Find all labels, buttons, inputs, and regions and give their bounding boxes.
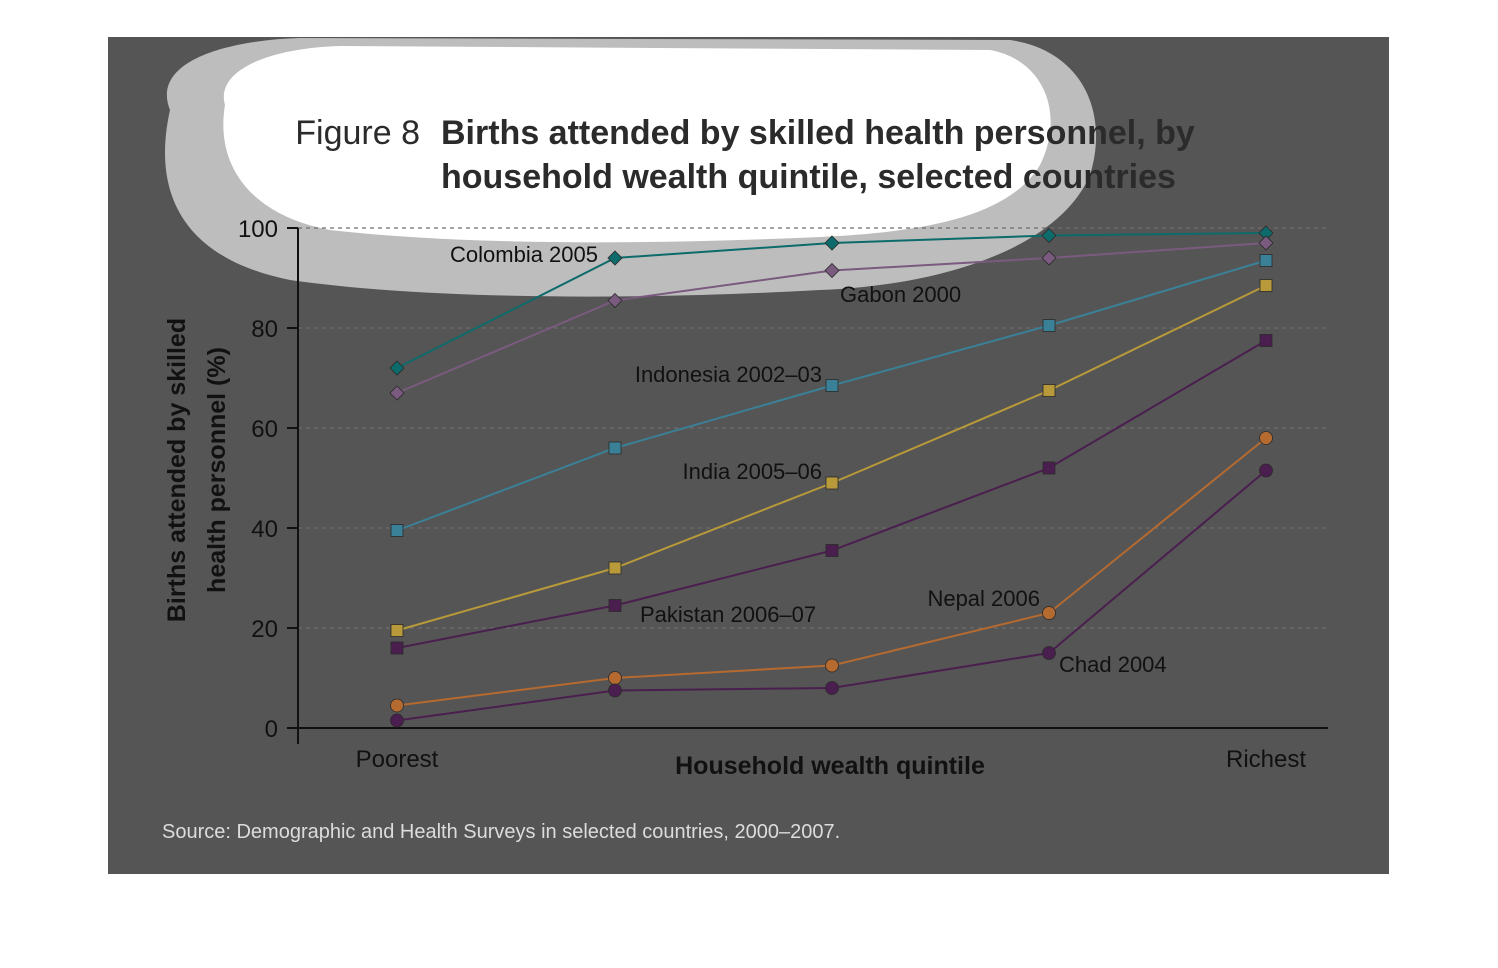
point-colombia-2005-4 [1041,227,1057,244]
y-tick-label-40: 40 [251,516,278,543]
point-pakistan-2006-07-4 [1042,461,1056,475]
series-gabon-2000 [389,235,1274,401]
point-chad-2004-3 [825,681,839,695]
point-indonesia-2002-03-2 [608,441,622,455]
point-pakistan-2006-07-3 [825,544,839,557]
point-colombia-2005-3 [824,235,840,251]
series-nepal-2006 [390,431,1273,713]
point-gabon-2000-2 [607,292,623,309]
source-note: Source: Demographic and Health Surveys i… [162,821,840,843]
y-axis-title-line1: Births attended by skilled [163,318,191,622]
point-pakistan-2006-07-1 [390,641,404,655]
series-labels: Colombia 2005 Gabon 2000 Indonesia 2002–03… [450,242,1167,677]
point-gabon-2000-3 [824,262,840,279]
series-label-colombia-2005: Colombia 2005 [450,242,598,267]
point-gabon-2000-1 [389,385,405,401]
series-label-chad-2004: Chad 2004 [1059,652,1167,677]
grid [298,227,1328,629]
y-tick-label-80: 80 [251,316,278,343]
point-nepal-2006-1 [390,698,404,713]
point-india-2005-06-4 [1042,384,1056,397]
y-axis-title-line2: health personnel (%) [203,347,231,593]
point-indonesia-2002-03-4 [1042,319,1056,332]
series-pakistan-2006-07 [390,334,1273,655]
point-nepal-2006-5 [1259,431,1273,445]
point-colombia-2005-2 [607,250,623,266]
series-label-gabon-2000: Gabon 2000 [840,282,961,307]
point-chad-2004-5 [1259,463,1273,478]
point-indonesia-2002-03-3 [825,379,839,392]
point-pakistan-2006-07-5 [1259,334,1273,347]
figure-prefix: Figure 8 [295,114,420,152]
point-gabon-2000-5 [1258,235,1274,251]
series-label-india-2005-06: India 2005–06 [683,459,822,484]
series-indonesia-2002-03 [390,254,1273,537]
y-tick-label-100: 100 [238,216,278,243]
series-colombia-2005 [389,225,1274,376]
point-indonesia-2002-03-5 [1259,254,1273,267]
y-tick-label-60: 60 [251,416,278,443]
series-india-2005-06 [390,279,1273,637]
point-chad-2004-4 [1042,646,1056,660]
series-label-nepal-2006: Nepal 2006 [927,586,1040,611]
series-label-indonesia-2002-03: Indonesia 2002–03 [635,362,822,387]
point-india-2005-06-2 [608,561,622,575]
title-highlight-inner [223,46,1051,243]
y-tick-label-0: 0 [265,716,278,743]
axes: 0 20 40 60 80 100 Poorest Richest [238,216,1328,773]
point-colombia-2005-1 [389,360,405,376]
series-chad-2004 [390,463,1273,728]
x-axis-title: Household wealth quintile [675,752,985,780]
point-gabon-2000-4 [1041,250,1057,266]
point-nepal-2006-2 [608,671,622,685]
point-india-2005-06-3 [825,476,839,490]
figure-title-line1: Births attended by skilled health person… [441,114,1195,152]
series-label-pakistan-2006-07: Pakistan 2006–07 [640,602,816,627]
x-tick-label-richest: Richest [1226,746,1306,773]
point-pakistan-2006-07-2 [608,599,622,612]
point-indonesia-2002-03-1 [390,524,404,537]
y-tick-label-20: 20 [251,616,278,643]
point-india-2005-06-1 [390,624,404,637]
series [389,225,1274,728]
point-nepal-2006-4 [1042,606,1056,620]
point-chad-2004-2 [608,683,622,698]
point-nepal-2006-3 [825,658,839,673]
figure-title-line2: household wealth quintile, selected coun… [441,158,1176,196]
point-india-2005-06-5 [1259,279,1273,292]
x-tick-label-poorest: Poorest [356,746,439,773]
point-chad-2004-1 [390,713,404,728]
